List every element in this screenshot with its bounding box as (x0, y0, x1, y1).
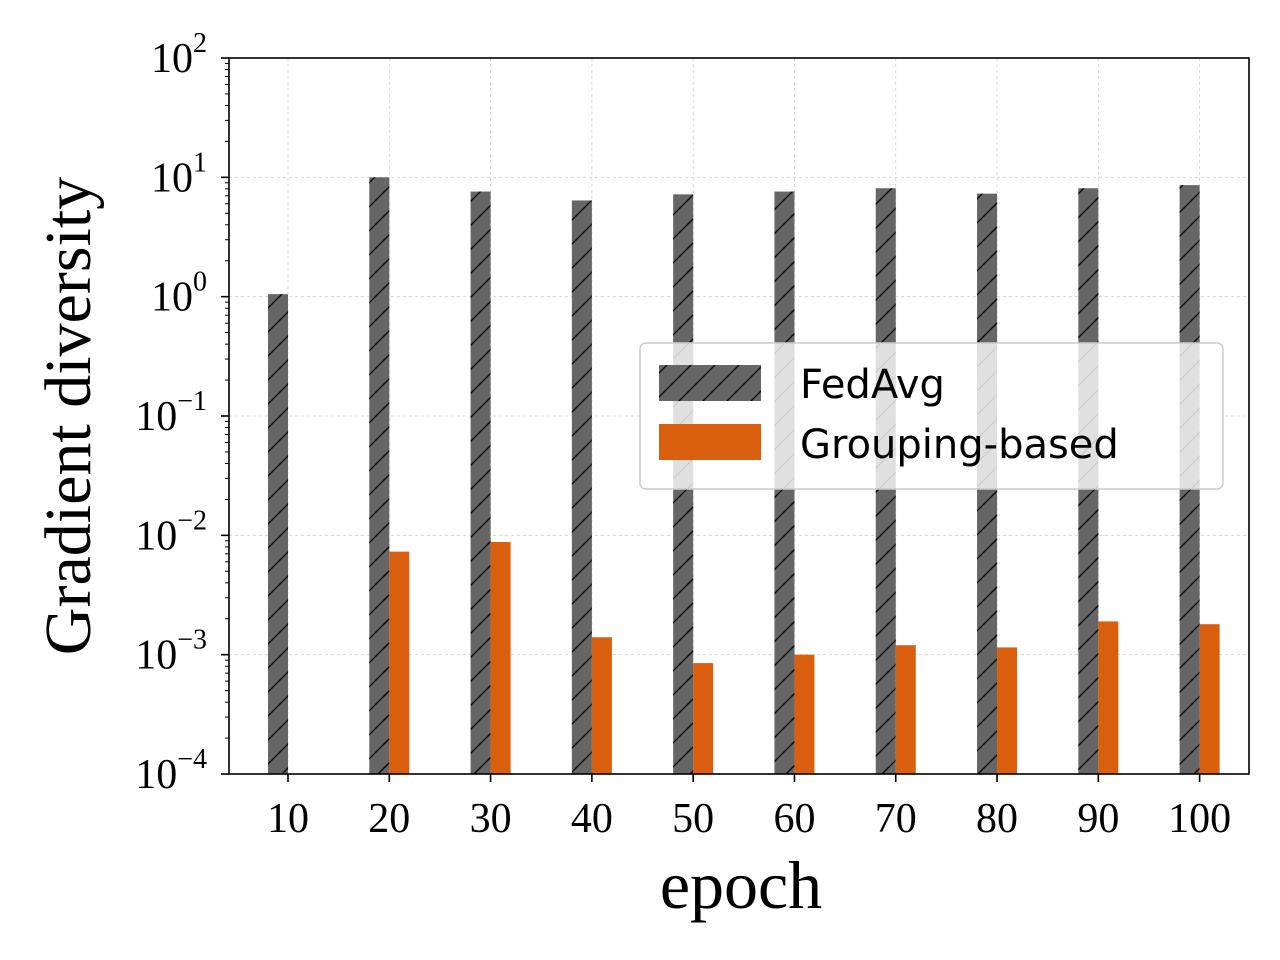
x-tick-label: 60 (773, 796, 815, 842)
x-tick-label: 100 (1168, 796, 1231, 842)
bar-fedavg-hatch (369, 177, 390, 775)
legend-swatch-fedavg-hatch (659, 365, 761, 401)
bar-fedavg-hatch (571, 200, 592, 774)
y-tick-exponent: −1 (177, 386, 207, 417)
bar-grouping-based (1098, 621, 1119, 774)
y-tick-exponent: −4 (177, 744, 207, 775)
x-tick-label: 90 (1077, 796, 1119, 842)
y-tick-base: 10 (135, 752, 177, 798)
y-tick-base: 10 (135, 513, 177, 559)
x-tick-label: 30 (470, 796, 512, 842)
y-tick-exponent: −2 (177, 505, 207, 536)
y-tick-base: 10 (151, 155, 193, 201)
bar-grouping-based (1199, 624, 1220, 774)
y-tick-label: 10−4 (135, 744, 207, 798)
y-axis-title: Gradient diversity (32, 177, 105, 655)
y-tick-label: 10−3 (135, 625, 207, 679)
y-tick-exponent: 0 (193, 267, 207, 298)
y-tick-exponent: −3 (177, 625, 207, 656)
bar-grouping-based (693, 663, 714, 774)
bars (268, 177, 1220, 775)
bar-grouping-based (591, 637, 612, 774)
legend-box (639, 342, 1224, 490)
bar-grouping-based (997, 647, 1018, 774)
x-tick-label: 40 (571, 796, 613, 842)
y-tick-exponent: 2 (193, 28, 207, 59)
x-tick-label: 70 (875, 796, 917, 842)
x-tick-label: 80 (976, 796, 1018, 842)
x-tick-label: 20 (368, 796, 410, 842)
y-tick-base: 10 (151, 275, 193, 321)
bar-grouping-based (389, 551, 410, 774)
y-tick-exponent: 1 (193, 147, 207, 178)
legend-label-grouping: Grouping-based (800, 422, 1119, 468)
x-tick-label: 50 (672, 796, 714, 842)
axis-ticks (221, 57, 1201, 782)
y-tick-label: 101 (151, 147, 207, 201)
bar-grouping-based (490, 541, 511, 774)
legend: FedAvg Grouping-based (639, 342, 1224, 490)
y-tick-base: 10 (135, 394, 177, 440)
legend-swatch-grouping (659, 424, 761, 460)
bar-fedavg-hatch (268, 294, 288, 774)
y-tick-base: 10 (151, 36, 193, 82)
y-tick-label: 102 (151, 28, 207, 82)
y-tick-label: 10−1 (135, 386, 207, 440)
bar-grouping-based (794, 654, 815, 774)
bar-fedavg-hatch (470, 191, 491, 774)
x-tick-label: 10 (267, 796, 309, 842)
y-tick-label: 100 (151, 267, 207, 321)
y-tick-label: 10−2 (135, 505, 207, 559)
legend-label-fedavg: FedAvg (800, 362, 945, 408)
y-tick-base: 10 (135, 633, 177, 679)
x-tick-labels: 10 20 30 40 50 60 70 80 90 100 (267, 796, 1231, 842)
x-axis-title: epoch (660, 847, 822, 923)
bar-grouping-based (895, 645, 916, 774)
